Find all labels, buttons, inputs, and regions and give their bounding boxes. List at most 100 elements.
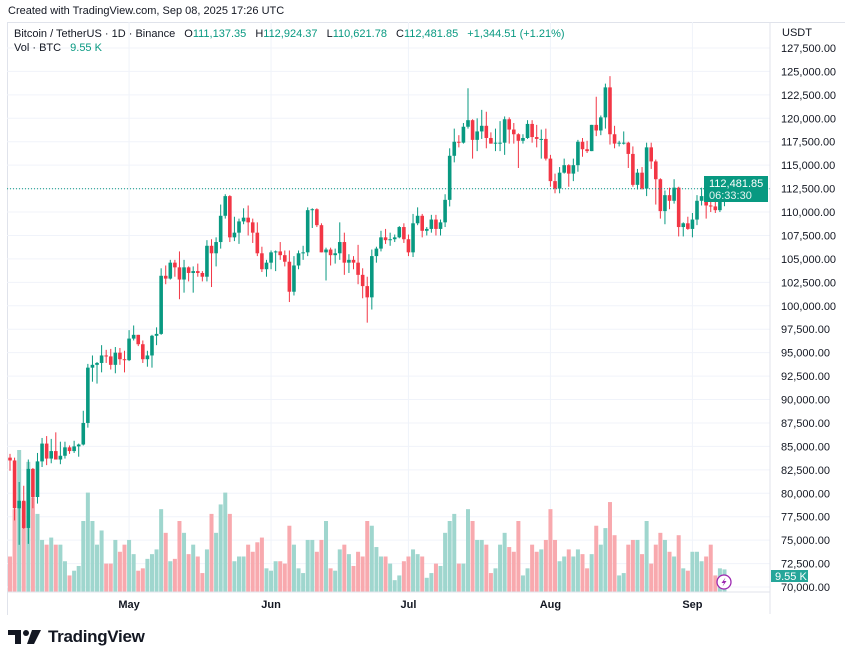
volume-bar: [296, 568, 301, 592]
candle-body: [241, 217, 246, 222]
currency-label[interactable]: USDT: [782, 27, 812, 39]
candle-body: [76, 444, 81, 447]
volume-bar: [571, 556, 576, 592]
volume-bar: [685, 570, 690, 592]
volume-bar: [209, 513, 214, 592]
volume-bar: [273, 561, 278, 592]
candle-body: [507, 119, 512, 130]
volume-bar: [346, 554, 351, 592]
candle-body: [177, 267, 182, 280]
brand-name: TradingView: [48, 627, 145, 646]
volume-bar: [186, 554, 191, 592]
price-badge-countdown: 06:33:30: [709, 190, 752, 202]
volume-bar: [484, 544, 489, 592]
volume-bar: [548, 509, 553, 592]
price-tick-label: 115,000.00: [781, 160, 835, 172]
chart-legend: Bitcoin / TetherUS · 1D · Binance O111,1…: [14, 27, 565, 55]
volume-bar: [456, 563, 461, 592]
volume-bar: [672, 556, 677, 592]
candle-body: [612, 134, 617, 144]
volume-bar: [443, 532, 448, 592]
candle-body: [617, 142, 621, 144]
open-value: 111,137.35: [192, 28, 247, 40]
price-tick-label: 125,000.00: [781, 66, 836, 78]
candle-body: [447, 155, 452, 200]
candle-body: [255, 232, 260, 254]
volume-bar: [314, 551, 319, 592]
candle-body: [502, 119, 507, 143]
symbol-title[interactable]: Bitcoin / TetherUS · 1D · Binance: [14, 28, 176, 40]
candle-body: [232, 232, 237, 238]
volume-bar: [99, 530, 104, 592]
volume-bar: [397, 575, 402, 592]
volume-bar: [214, 532, 219, 592]
candle-body: [90, 364, 95, 368]
candle-body: [342, 242, 347, 263]
volume-bar: [232, 561, 237, 592]
price-tick-label: 100,000.00: [781, 301, 836, 313]
volume-bar: [516, 521, 521, 592]
candle-body: [86, 367, 90, 423]
volume-bar: [85, 492, 90, 592]
volume-bar: [644, 521, 649, 592]
volume-bar: [713, 575, 718, 592]
candle-body: [392, 237, 397, 240]
candle-body: [512, 129, 516, 135]
candle-body: [663, 195, 667, 212]
volume-bar: [392, 580, 397, 592]
volume-bar: [585, 568, 590, 592]
volume-bar: [104, 563, 109, 592]
volume-bar: [122, 544, 127, 592]
candle-body: [516, 134, 521, 141]
tradingview-logo[interactable]: TradingView: [8, 627, 145, 647]
candle-body: [548, 158, 553, 182]
candle-body: [44, 443, 49, 459]
price-tick-label: 87,500.00: [781, 418, 830, 430]
volume-bar: [681, 568, 686, 592]
candle-body: [195, 271, 200, 273]
volume-bar: [291, 544, 296, 592]
candle-body: [113, 352, 118, 365]
candle-body: [599, 117, 603, 131]
volume-bar: [195, 556, 200, 592]
candle-body: [383, 237, 388, 241]
volume-bar: [310, 539, 315, 592]
volume-bar: [76, 565, 81, 592]
volume-bar: [269, 570, 274, 592]
candle-body: [159, 275, 163, 334]
volume-bar: [127, 539, 132, 592]
candle-body: [95, 362, 99, 365]
price-tick-label: 97,500.00: [781, 324, 830, 336]
candle-body: [580, 141, 585, 150]
volume-bar: [420, 556, 425, 592]
candle-body: [278, 251, 283, 256]
time-tick-label: May: [118, 599, 140, 611]
candle-body: [58, 455, 63, 460]
lightning-icon[interactable]: [716, 574, 732, 590]
price-tick-label: 122,500.00: [781, 90, 836, 102]
volume-bar: [301, 573, 306, 592]
candle-body: [640, 172, 644, 189]
candle-body: [379, 237, 383, 249]
chart-frame: [7, 22, 845, 615]
candle-body: [17, 500, 21, 509]
candle-body: [301, 252, 305, 254]
volume-badge: 9.55 K: [771, 570, 808, 583]
candle-body: [163, 275, 168, 279]
candle-body: [127, 338, 131, 361]
candle-body: [479, 125, 484, 132]
volume-bar: [589, 554, 594, 592]
price-tick-label: 70,000.00: [781, 582, 830, 594]
candle-body: [168, 262, 173, 279]
volume-bar: [374, 547, 379, 592]
time-tick-label: Aug: [540, 599, 561, 611]
volume-bar: [626, 544, 631, 592]
volume-value: 9.55 K: [70, 42, 102, 54]
volume-bar: [333, 570, 338, 592]
open-label: O: [184, 28, 193, 40]
volume-bar: [447, 521, 452, 592]
price-tick-label: 127,500.00: [781, 43, 836, 55]
volume-bar: [575, 549, 580, 592]
candle-body: [603, 87, 608, 118]
